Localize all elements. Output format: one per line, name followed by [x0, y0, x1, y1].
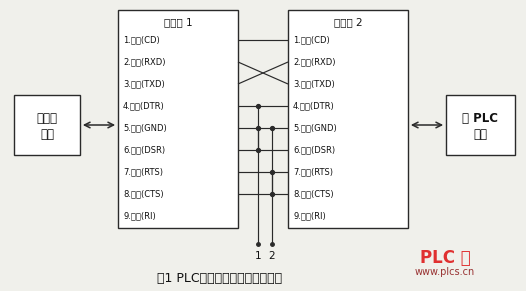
Text: 1: 1 [255, 251, 261, 261]
Text: 6.绿色(DSR): 6.绿色(DSR) [123, 146, 165, 155]
Bar [446, 95, 515, 155]
Text: www.plcs.cn: www.plcs.cn [415, 267, 475, 277]
Text: 4.橙色(DTR): 4.橙色(DTR) [123, 102, 165, 111]
Text: 1.黑色(CD): 1.黑色(CD) [123, 36, 160, 45]
Text: 5.黄色(GND): 5.黄色(GND) [123, 123, 167, 132]
Text: 串口: 串口 [473, 127, 488, 141]
Text: 3.红色(TXD): 3.红色(TXD) [293, 79, 335, 88]
Text: 6.绿色(DSR): 6.绿色(DSR) [293, 146, 335, 155]
Text: 公串口 1: 公串口 1 [164, 17, 193, 27]
Text: 3.红色(TXD): 3.红色(TXD) [123, 79, 165, 88]
Text: 公串口 2: 公串口 2 [333, 17, 362, 27]
Bar [14, 95, 80, 155]
Text: 2.棕色(RXD): 2.棕色(RXD) [123, 58, 166, 67]
Text: 2: 2 [269, 251, 275, 261]
Text: 接手机: 接手机 [36, 113, 57, 125]
Text: 4.橙色(DTR): 4.橙色(DTR) [293, 102, 335, 111]
Text: 9.白色(RI): 9.白色(RI) [123, 212, 156, 221]
Text: 5.黄色(GND): 5.黄色(GND) [293, 123, 337, 132]
Text: 接 PLC: 接 PLC [462, 113, 499, 125]
Text: 串口: 串口 [40, 127, 54, 141]
Text: 7.兰色(RTS): 7.兰色(RTS) [293, 168, 333, 177]
Text: 8.紫色(CTS): 8.紫色(CTS) [123, 189, 164, 198]
Text: 图1 PLC与手机数据口连接电路图: 图1 PLC与手机数据口连接电路图 [157, 272, 282, 285]
Text: PLC 网: PLC 网 [420, 249, 470, 267]
Text: 1.黑色(CD): 1.黑色(CD) [293, 36, 330, 45]
Bar [288, 10, 408, 228]
Text: 8.紫色(CTS): 8.紫色(CTS) [293, 189, 333, 198]
Bar [118, 10, 238, 228]
Text: 7.兰色(RTS): 7.兰色(RTS) [123, 168, 163, 177]
Text: 2.棕色(RXD): 2.棕色(RXD) [293, 58, 336, 67]
Text: 9.白色(RI): 9.白色(RI) [293, 212, 326, 221]
